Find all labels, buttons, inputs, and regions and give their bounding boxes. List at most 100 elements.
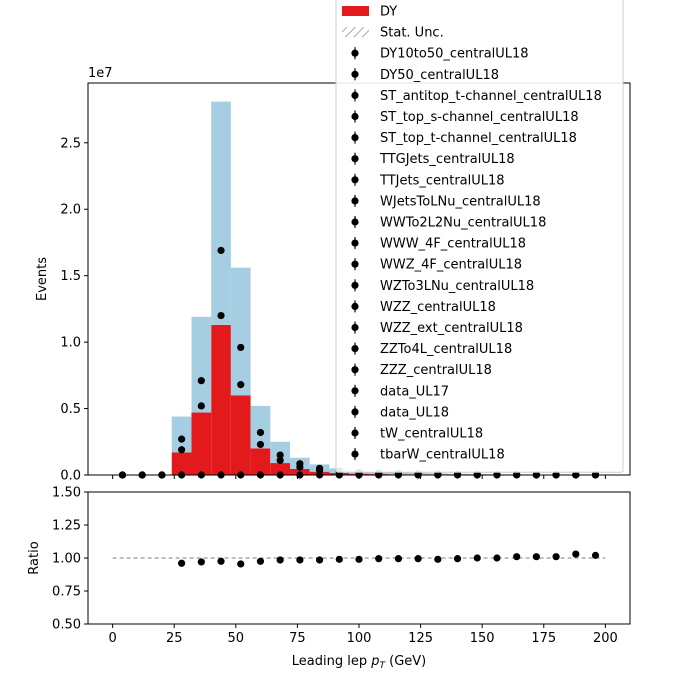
ratio-x-ticks: 0 25 50 75 100 125 150 175 200 bbox=[108, 624, 618, 646]
ratio-point-15 bbox=[473, 554, 481, 562]
legend-label-7: TTGJets_centralUL18 bbox=[379, 152, 515, 167]
legend-label-1: Stat. Unc. bbox=[380, 26, 444, 41]
legend-entry-8: TTJets_centralUL18 bbox=[351, 173, 505, 188]
ratio-point-5 bbox=[276, 556, 284, 564]
main-ytick-label-4: 2.0 bbox=[60, 203, 81, 218]
legend-label-0: DY bbox=[380, 5, 397, 20]
legend-entry-20: tW_centralUL18 bbox=[351, 427, 483, 442]
legend-marker-9 bbox=[351, 197, 359, 205]
legend-label-20: tW_centralUL18 bbox=[380, 427, 483, 442]
legend-entry-5: ST_top_s-channel_centralUL18 bbox=[351, 110, 579, 125]
ratio-panel: 0.50 0.75 1.00 1.25 1.50 0 25 50 75 100 125 150 175… bbox=[27, 486, 631, 671]
legend-entries: DY Stat. Unc. DY10to50_centralUL18 DY50_cen… bbox=[342, 5, 602, 463]
ratio-xtick-label-4: 100 bbox=[347, 631, 372, 646]
x-axis-label-text: Leading lep bbox=[292, 654, 371, 669]
legend-label-6: ST_top_t-channel_centralUL18 bbox=[380, 131, 577, 146]
bar-0-5 bbox=[211, 324, 231, 475]
data-point-0-7 bbox=[256, 428, 265, 437]
ratio-xtick-label-8: 200 bbox=[593, 631, 618, 646]
legend-marker-18 bbox=[351, 387, 359, 395]
bar-1-5 bbox=[211, 101, 231, 325]
main-ytick-label-3: 1.5 bbox=[60, 269, 81, 284]
bar-1-4 bbox=[191, 316, 212, 413]
legend-entry-0: DY bbox=[342, 5, 397, 20]
data-point-1-4 bbox=[197, 402, 205, 410]
legend-marker-20 bbox=[351, 429, 359, 437]
ratio-xtick-label-0: 0 bbox=[108, 631, 116, 646]
data-point-1-8 bbox=[276, 456, 284, 464]
legend-marker-8 bbox=[351, 176, 359, 184]
legend-swatch-1 bbox=[342, 27, 369, 38]
ratio-ytick-label-3: 1.25 bbox=[52, 519, 81, 534]
ratio-xtick-label-2: 50 bbox=[228, 631, 245, 646]
legend-label-21: tbarW_centralUL18 bbox=[380, 448, 505, 463]
x-axis-label-subscript: T bbox=[379, 661, 386, 671]
legend-entry-14: WZZ_centralUL18 bbox=[351, 300, 496, 315]
bar-0-3 bbox=[171, 452, 192, 475]
ratio-y-axis-label: Ratio bbox=[27, 541, 42, 574]
legend-entry-16: ZZTo4L_centralUL18 bbox=[351, 342, 512, 357]
main-ytick-label-2: 1.0 bbox=[60, 336, 81, 351]
legend-label-19: data_UL18 bbox=[380, 405, 449, 420]
legend-marker-7 bbox=[351, 155, 359, 163]
main-ytick-label-5: 2.5 bbox=[60, 136, 81, 151]
x-axis-label-unit: (GeV) bbox=[385, 654, 426, 669]
legend-marker-5 bbox=[351, 112, 359, 121]
legend-label-4: ST_antitop_t-channel_centralUL18 bbox=[380, 89, 602, 104]
main-y-axis-label: Events bbox=[35, 257, 50, 301]
legend-label-17: ZZZ_centralUL18 bbox=[380, 363, 492, 378]
ratio-point-11 bbox=[394, 555, 403, 563]
ratio-ytick-label-2: 1.00 bbox=[52, 552, 81, 567]
bar-0-6 bbox=[230, 395, 251, 475]
legend-entry-9: WJetsToLNu_centralUL18 bbox=[351, 194, 541, 209]
ratio-xtick-label-5: 125 bbox=[408, 631, 433, 646]
legend-label-9: WJetsToLNu_centralUL18 bbox=[380, 194, 541, 209]
data-point-1-3 bbox=[178, 446, 186, 454]
legend-entry-1: Stat. Unc. bbox=[342, 26, 444, 41]
legend-entry-11: WWW_4F_centralUL18 bbox=[351, 237, 526, 252]
legend-label-11: WWW_4F_centralUL18 bbox=[380, 237, 526, 252]
legend-marker-3 bbox=[351, 70, 359, 78]
bar-0-8 bbox=[270, 463, 291, 475]
bar-0-4 bbox=[191, 412, 212, 475]
data-point-0-6 bbox=[237, 343, 245, 352]
legend-entry-13: WZTo3LNu_centralUL18 bbox=[351, 279, 534, 294]
legend-entry-2: DY10to50_centralUL18 bbox=[351, 47, 529, 62]
legend-label-14: WZZ_centralUL18 bbox=[380, 300, 496, 315]
legend-entry-19: data_UL18 bbox=[351, 405, 449, 420]
ratio-point-12 bbox=[414, 555, 422, 563]
data-point-0-4 bbox=[197, 377, 205, 385]
legend-label-16: ZZTo4L_centralUL18 bbox=[380, 342, 512, 357]
legend-marker-6 bbox=[351, 134, 359, 142]
legend-label-10: WWTo2L2Nu_centralUL18 bbox=[380, 216, 546, 231]
legend-label-2: DY10to50_centralUL18 bbox=[380, 47, 529, 62]
legend-marker-10 bbox=[351, 218, 359, 226]
legend-marker-11 bbox=[351, 239, 359, 247]
bar-1-7 bbox=[250, 405, 271, 449]
ratio-y-ticks: 0.50 0.75 1.00 1.25 1.50 bbox=[52, 486, 88, 633]
legend-marker-12 bbox=[351, 260, 359, 268]
legend-entry-10: WWTo2L2Nu_centralUL18 bbox=[351, 216, 546, 231]
legend-marker-2 bbox=[351, 49, 359, 57]
legend-entry-17: ZZZ_centralUL18 bbox=[351, 363, 492, 378]
ratio-point-9 bbox=[355, 555, 363, 563]
ratio-point-10 bbox=[375, 555, 383, 563]
ratio-xtick-label-1: 25 bbox=[166, 631, 183, 646]
ratio-ytick-label-0: 0.50 bbox=[52, 618, 81, 633]
x-axis-label-symbol: p bbox=[370, 654, 379, 669]
legend-entry-7: TTGJets_centralUL18 bbox=[351, 152, 515, 167]
legend-label-12: WWZ_4F_centralUL18 bbox=[380, 258, 522, 273]
ratio-point-8 bbox=[335, 555, 343, 563]
ratio-ytick-label-4: 1.50 bbox=[52, 486, 81, 501]
legend-entry-6: ST_top_t-channel_centralUL18 bbox=[351, 131, 577, 146]
bar-1-3 bbox=[171, 416, 192, 453]
main-y-ticks: 0.0 0.5 1.0 1.5 2.0 2.5 bbox=[60, 136, 88, 484]
legend-marker-17 bbox=[351, 366, 359, 374]
bar-1-6 bbox=[230, 267, 251, 396]
legend-entry-12: WWZ_4F_centralUL18 bbox=[351, 258, 522, 273]
ratio-xtick-label-6: 150 bbox=[470, 631, 495, 646]
data-point-0-5 bbox=[217, 246, 225, 255]
legend: DY Stat. Unc. DY10to50_centralUL18 DY50_cen… bbox=[335, 0, 624, 473]
legend-entry-3: DY50_centralUL18 bbox=[351, 68, 499, 83]
